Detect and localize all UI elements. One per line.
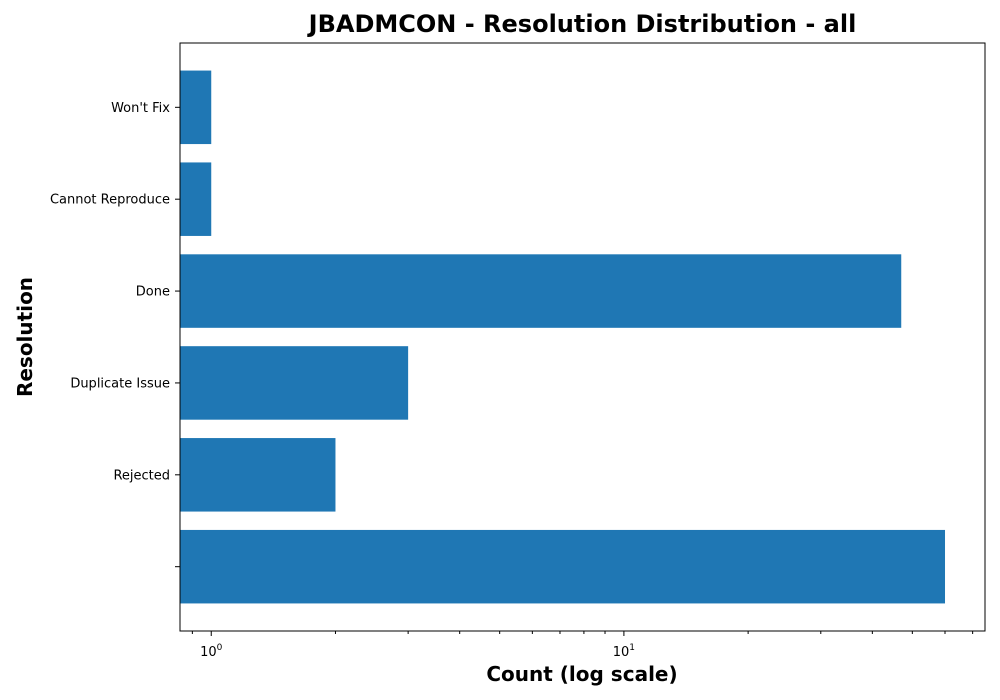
y-tick-label: Done	[136, 285, 170, 300]
x-tick-label: 100	[200, 643, 223, 660]
y-tick-label: Rejected	[113, 468, 170, 483]
y-axis-title: Resolution	[13, 277, 37, 397]
y-tick-label: Won't Fix	[111, 101, 170, 116]
x-tick-label: 101	[613, 643, 635, 660]
bar-3	[180, 254, 902, 328]
chart-title: JBADMCON - Resolution Distribution - all	[308, 10, 857, 38]
plot-frame	[179, 42, 986, 632]
bar-0	[180, 529, 946, 604]
bars-group	[180, 70, 946, 604]
x-axis-title: Count (log scale)	[486, 662, 677, 686]
bar-1	[180, 438, 336, 512]
bar-2	[180, 346, 409, 420]
bar-4	[180, 162, 212, 236]
y-tick-label: Cannot Reproduce	[50, 193, 170, 208]
y-axis: Rejected Duplicate Issue Done Cannot Reprod…	[50, 101, 180, 568]
x-axis: 100 101	[191, 631, 974, 660]
bar-5	[180, 70, 212, 145]
y-tick-label: Duplicate Issue	[70, 376, 170, 391]
